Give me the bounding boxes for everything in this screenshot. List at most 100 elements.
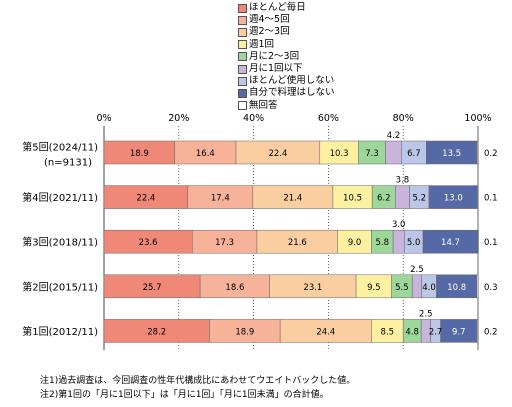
x-tick-label: 100% — [464, 113, 491, 124]
legend-item: 無回答 — [238, 100, 335, 112]
data-label: 18.9 — [130, 149, 149, 159]
data-label: 18.6 — [225, 283, 244, 293]
category-label: 第4回(2021/11) — [22, 191, 98, 204]
data-label: 0.2 — [484, 149, 498, 159]
bar-segment — [477, 185, 479, 209]
footnote-1: 注1)過去調査は、今回調査の性年代構成比にあわせてウエイトバックした値。 — [40, 376, 356, 386]
data-label: 17.3 — [215, 238, 234, 248]
data-label: 23.1 — [303, 283, 322, 293]
bar-segment — [392, 229, 405, 254]
x-tick-label: 60% — [318, 113, 339, 124]
data-label: 22.4 — [268, 149, 287, 159]
bar-segment — [476, 319, 478, 343]
data-label: 25.7 — [143, 283, 162, 293]
legend-item: ほとんど毎日 — [238, 2, 335, 14]
data-label: 5.2 — [413, 194, 427, 204]
data-label: 2.5 — [410, 265, 424, 275]
data-label: 0.1 — [484, 238, 498, 248]
data-label: 5.0 — [407, 238, 421, 248]
legend-item: 月に2～3回 — [238, 51, 335, 63]
data-label: 4.8 — [405, 327, 419, 337]
x-axis-ticks: 0% 20% 40% 60% 80% 100% — [96, 113, 491, 124]
data-label: 5.8 — [375, 238, 389, 248]
legend-label: 無回答 — [249, 99, 278, 111]
legend-swatch — [238, 101, 247, 111]
bar-segments — [103, 140, 479, 343]
data-label: 6.2 — [377, 194, 391, 204]
data-label: 13.5 — [442, 149, 461, 159]
data-label: 24.4 — [316, 327, 335, 337]
data-label: 0.3 — [484, 283, 498, 293]
x-tick-label: 40% — [243, 113, 264, 124]
legend-label: 週2～3回 — [249, 26, 290, 38]
category-label: 第2回(2015/11) — [22, 280, 98, 293]
data-label: 2.5 — [419, 309, 433, 319]
legend-swatch — [238, 52, 247, 62]
legend-swatch — [238, 64, 247, 74]
data-label: 8.5 — [381, 327, 395, 337]
footnote-2: 注2)第1回の「月に1回以下」は「月に1回」「月に1回未満」の合計値。 — [40, 390, 329, 400]
data-label: 14.7 — [441, 238, 460, 248]
legend-label: ほとんど毎日 — [249, 2, 306, 13]
legend-item: 自分で料理はしない — [238, 87, 335, 99]
data-label: 3.0 — [392, 220, 406, 230]
data-label: 4.0 — [422, 283, 436, 293]
bar-segment — [476, 274, 479, 299]
legend-item: 週4～5回 — [238, 14, 335, 26]
data-label: 0.2 — [484, 327, 498, 337]
category-labels: 第5回(2024/11) (n=9131) 第4回(2021/11) 第3回(2018… — [22, 141, 98, 338]
data-label: 13.0 — [444, 194, 463, 204]
legend-swatch — [238, 89, 247, 99]
data-label: 0.1 — [484, 194, 498, 204]
data-label: 21.6 — [288, 238, 307, 248]
data-label: 18.9 — [235, 327, 254, 337]
data-label: 28.2 — [147, 327, 166, 337]
legend-swatch — [238, 3, 247, 13]
legend-item: 月に1回以下 — [238, 63, 335, 75]
bar-segment — [476, 140, 478, 165]
legend-swatch — [238, 15, 247, 25]
data-label: 9.7 — [452, 327, 466, 337]
legend-swatch — [238, 28, 247, 37]
legend-item: 週1回 — [238, 39, 335, 51]
category-label: 第3回(2018/11) — [22, 236, 98, 249]
data-label: 21.4 — [283, 194, 302, 204]
data-label: 2.7 — [429, 327, 443, 337]
bar-segment — [385, 140, 402, 165]
data-labels: 18.9 16.4 22.4 10.3 7.3 4.2 6.7 13.5 0.2 22.4 17.4… — [130, 131, 498, 337]
category-sublabel: (n=9131) — [44, 158, 92, 169]
data-label: 10.5 — [343, 194, 362, 204]
data-label: 5.5 — [395, 283, 409, 293]
x-tick-label: 0% — [96, 113, 111, 124]
legend-swatch — [238, 40, 247, 50]
x-tick-label: 20% — [168, 113, 189, 124]
data-label: 7.3 — [365, 149, 379, 159]
legend-label: 週1回 — [249, 38, 275, 50]
legend-label: 自分で料理はしない — [249, 87, 335, 99]
data-label: 10.8 — [447, 283, 466, 293]
legend-label: 月に1回以下 — [249, 63, 303, 75]
bar-segment — [411, 274, 422, 299]
data-label: 3.8 — [396, 176, 410, 186]
legend-swatch — [238, 76, 247, 86]
category-label: 第5回(2024/11) — [22, 141, 98, 154]
chart-legend: ほとんど毎日 週4～5回 週2～3回 週1回 月に2～3回 月に1回以下 ほとんど使用しない… — [238, 2, 335, 112]
data-label: 9.0 — [348, 238, 362, 248]
data-label: 17.4 — [211, 194, 230, 204]
legend-label: 週4～5回 — [249, 14, 290, 26]
x-tick-label: 80% — [393, 113, 414, 124]
data-label: 4.2 — [387, 131, 401, 141]
data-label: 22.4 — [136, 194, 155, 204]
data-label: 16.4 — [196, 149, 215, 159]
bar-segment — [477, 229, 479, 254]
data-label: 23.6 — [139, 238, 158, 248]
category-label: 第1回(2012/11) — [22, 325, 98, 338]
data-label: 9.5 — [367, 283, 381, 293]
legend-label: ほとんど使用しない — [249, 75, 335, 87]
bar-segment — [395, 185, 410, 209]
legend-item: 週2～3回 — [238, 26, 335, 38]
legend-label: 月に2～3回 — [249, 50, 300, 62]
footnotes: 注1)過去調査は、今回調査の性年代構成比にあわせてウエイトバックした値。 注2)… — [40, 374, 355, 402]
data-label: 6.7 — [407, 149, 421, 159]
